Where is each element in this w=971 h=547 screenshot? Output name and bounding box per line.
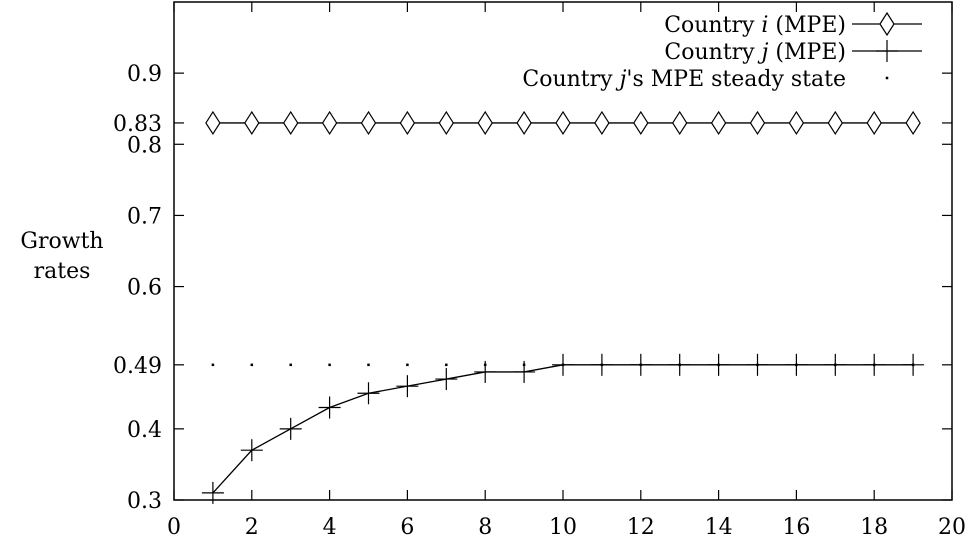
x-tick-label: 10 <box>549 515 577 540</box>
data-point <box>474 360 497 383</box>
data-point <box>399 110 416 136</box>
data-point <box>516 110 532 136</box>
legend-label-part: 's MPE steady state <box>626 67 846 92</box>
data-point <box>590 353 613 376</box>
legend-label-part: (MPE) <box>768 40 846 65</box>
data-point <box>289 363 292 367</box>
data-point <box>357 382 380 405</box>
legend-label-part: Country <box>664 40 761 65</box>
data-point <box>671 110 688 136</box>
data-point <box>827 110 844 136</box>
series-line <box>212 364 914 494</box>
data-point <box>367 363 370 367</box>
data-point <box>863 353 886 376</box>
data-point <box>396 375 419 398</box>
y-axis-title-line: Growth <box>20 229 103 254</box>
x-tick-label: 18 <box>860 515 888 540</box>
legend: Country i (MPE)Country j (MPE)Country j'… <box>522 11 922 92</box>
y-tick-label: 0.9 <box>127 62 162 87</box>
legend-marker <box>876 40 898 62</box>
y-tick-label: 0.3 <box>127 489 162 514</box>
x-tick-label: 20 <box>938 515 966 540</box>
y-tick-label: 0.49 <box>113 354 162 379</box>
data-point <box>438 110 455 136</box>
y-axis-title-line: rates <box>34 259 91 284</box>
legend-label-part: Country <box>522 67 619 92</box>
legend-label: Country j (MPE) <box>664 40 846 65</box>
legend-label-part: i <box>761 13 768 38</box>
x-tick-label: 4 <box>323 515 337 540</box>
data-point <box>406 363 409 367</box>
data-point <box>201 481 224 504</box>
data-point <box>279 417 302 440</box>
legend-label: Country i (MPE) <box>664 13 846 38</box>
data-point <box>824 353 847 376</box>
data-point <box>250 363 254 367</box>
data-point <box>785 353 808 376</box>
data-point <box>435 368 458 391</box>
axis-ticks: 0 2 4 6 8 10 12 14 16 18 20 0.3 0.4 0.49 0.6 0.7 0.80.83… <box>113 2 966 540</box>
data-point <box>360 110 377 136</box>
data-point <box>788 110 805 136</box>
data-point <box>282 110 299 136</box>
x-tick-label: 16 <box>782 515 810 540</box>
series-layer <box>201 110 925 504</box>
y-tick-label: 0.4 <box>127 418 162 443</box>
data-point <box>205 110 221 136</box>
legend-label: Country j's MPE steady state <box>522 67 846 92</box>
data-point <box>555 110 571 136</box>
data-point <box>321 110 338 136</box>
data-point <box>552 353 574 376</box>
legend-label-part: (MPE) <box>768 13 846 38</box>
data-point <box>749 110 766 136</box>
y-tick-label: 0.83 <box>113 112 162 137</box>
data-point <box>594 110 610 136</box>
x-tick-label: 0 <box>167 515 181 540</box>
data-point <box>477 110 493 136</box>
x-tick-label: 8 <box>478 515 492 540</box>
data-point <box>633 110 649 136</box>
data-point <box>707 353 730 376</box>
data-point <box>629 353 652 376</box>
data-point <box>240 439 263 462</box>
y-axis-title: Growth rates <box>20 229 103 284</box>
y-tick-label: 0.8 <box>127 133 162 158</box>
data-point <box>668 353 691 376</box>
data-point <box>905 110 921 136</box>
data-point <box>445 363 448 367</box>
legend-marker <box>879 11 895 37</box>
data-point <box>318 396 341 419</box>
x-tick-label: 12 <box>627 515 655 540</box>
data-point <box>513 360 536 383</box>
legend-label-part: Country <box>664 13 761 38</box>
data-point <box>866 110 882 136</box>
y-tick-label: 0.6 <box>127 276 162 301</box>
data-point <box>211 363 215 367</box>
data-point <box>902 353 925 376</box>
legend-marker <box>885 76 889 80</box>
data-point <box>244 110 260 136</box>
data-point <box>328 363 331 367</box>
series-1 <box>201 353 925 504</box>
x-tick-label: 14 <box>705 515 733 540</box>
data-point <box>710 110 727 136</box>
y-tick-label: 0.7 <box>127 204 162 229</box>
data-point <box>746 353 769 376</box>
x-tick-label: 6 <box>400 515 414 540</box>
series-0 <box>205 110 921 136</box>
x-tick-label: 2 <box>245 515 259 540</box>
